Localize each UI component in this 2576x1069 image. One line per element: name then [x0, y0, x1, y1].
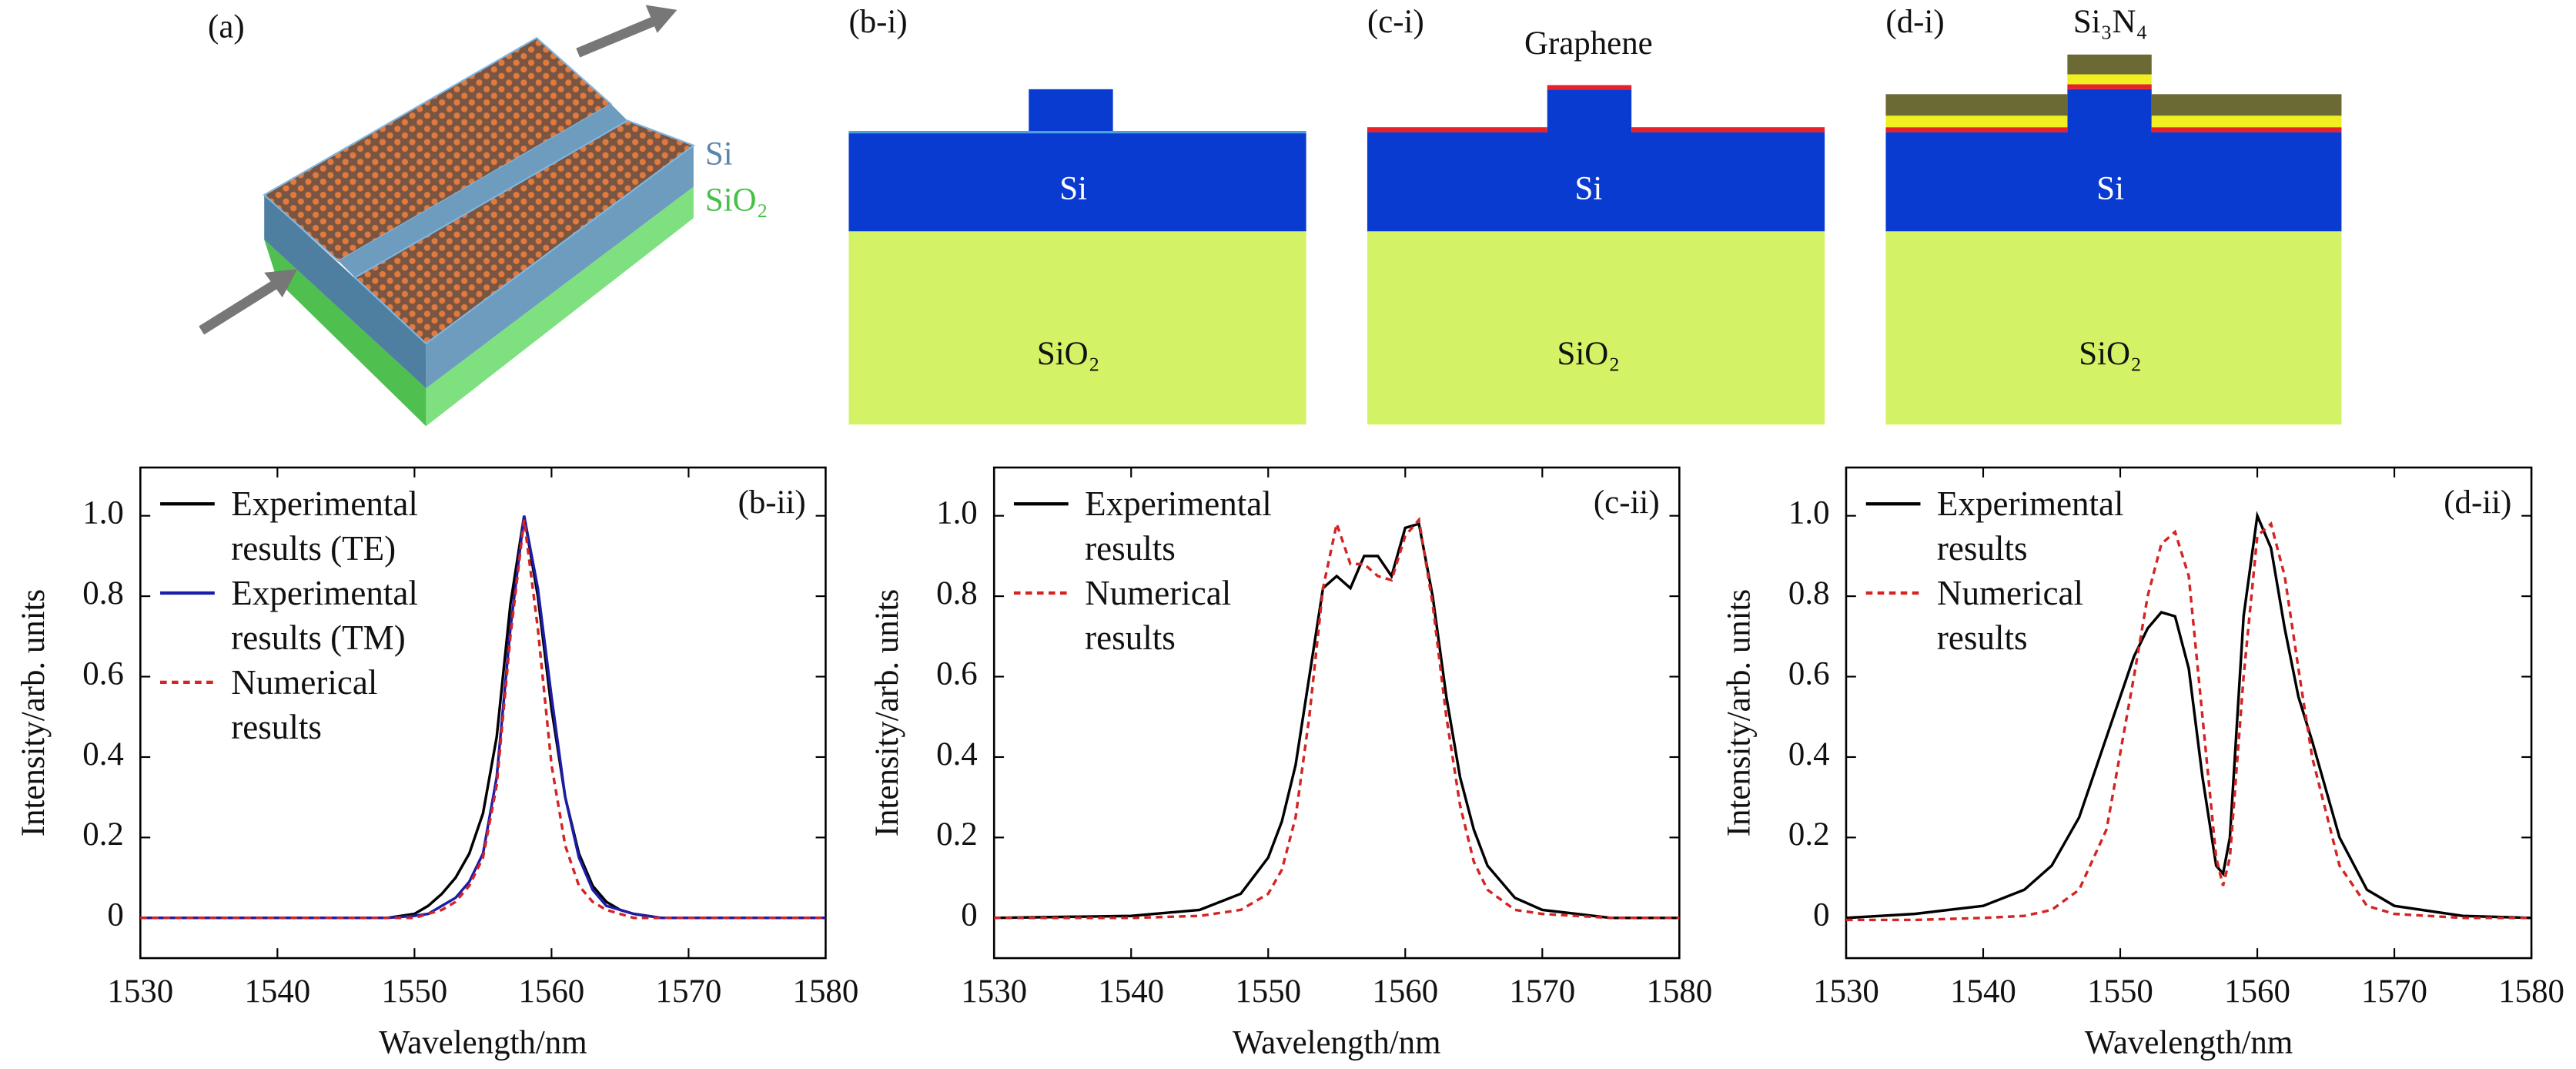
- y-axis-label: Intensity/arb. units: [15, 589, 52, 837]
- x-tick-label: 1540: [1950, 973, 2016, 1010]
- cross-section: [1367, 85, 1825, 425]
- x-tick-label: 1530: [1813, 973, 1879, 1010]
- legend-entry: Experimental results (TM): [231, 573, 418, 658]
- cross-section: [848, 89, 1306, 425]
- x-tick-label: 1540: [1098, 973, 1164, 1010]
- legend-label: Experimental results (TM): [231, 573, 418, 658]
- x-tick-label: 1560: [519, 973, 585, 1010]
- y-tick-label: 0.6: [82, 655, 124, 692]
- panel-label: (b-i): [848, 4, 907, 40]
- legend-entry: Numerical results: [231, 662, 378, 747]
- legend-entry: Numerical results: [1085, 573, 1232, 658]
- x-axis-label: Wavelength/nm: [1233, 1025, 1440, 1061]
- x-axis-label: Wavelength/nm: [2085, 1025, 2293, 1061]
- x-tick-label: 1550: [1235, 973, 1301, 1010]
- panel-label: (c-ii): [1594, 484, 1660, 521]
- legend-entry: Experimental results (TE): [231, 484, 418, 568]
- y-tick-label: 0.4: [82, 736, 124, 772]
- y-tick-label: 0.8: [1788, 575, 1830, 612]
- y-tick-label: 0: [961, 897, 977, 933]
- y-tick-label: 0.2: [82, 816, 124, 853]
- series-line: [994, 521, 1680, 920]
- series-line: [140, 515, 826, 920]
- legend-entry: Numerical results: [1936, 573, 2084, 658]
- legend-entry: Experimental results: [1085, 484, 1272, 568]
- substrate-label: SiO₂: [2079, 336, 2142, 372]
- x-axis-label: Wavelength/nm: [379, 1025, 587, 1061]
- series-line: [1845, 511, 2532, 920]
- x-tick-label: 1570: [656, 973, 722, 1010]
- y-tick-label: 0.4: [1788, 736, 1830, 772]
- legend-label: Numerical results: [1936, 573, 2084, 658]
- x-tick-label: 1560: [2224, 973, 2290, 1010]
- chart: 1530 1540 1550 1560 1570 1580 0 0.2 0.4 0.6 0.8 1.0…: [15, 466, 859, 1061]
- legend-entry: Experimental results: [1936, 484, 2124, 568]
- y-tick-label: 0: [107, 897, 123, 933]
- y-tick-label: 0.8: [936, 575, 978, 612]
- y-tick-label: 0.6: [936, 655, 978, 692]
- panel-label: (d-ii): [2444, 484, 2511, 521]
- series-line: [994, 516, 1680, 920]
- plot-frame: [992, 466, 1681, 960]
- y-tick-label: 0.6: [1788, 655, 1830, 692]
- panel-label: (b-ii): [738, 484, 806, 521]
- substrate-label: SiO₂: [1037, 336, 1100, 372]
- legend-label: Numerical results: [231, 662, 378, 747]
- y-tick-label: 1.0: [936, 495, 978, 531]
- x-tick-label: 1570: [1509, 973, 1575, 1010]
- layer-label: Si: [705, 136, 733, 173]
- waveguide-3d: [199, 5, 696, 427]
- core-label: Si: [1574, 171, 1602, 207]
- legend-label: Experimental results: [1085, 484, 1272, 568]
- legend-label: Experimental results: [1936, 484, 2124, 568]
- chart: 1530 1540 1550 1560 1570 1580 0 0.2 0.4 0.6 0.8 1.0…: [1721, 466, 2564, 1061]
- core-label: Si: [2096, 171, 2124, 207]
- x-tick-label: 1570: [2361, 973, 2427, 1010]
- y-tick-label: 0.4: [936, 736, 978, 772]
- x-tick-label: 1580: [2498, 973, 2564, 1010]
- y-tick-label: 0.2: [936, 816, 978, 853]
- x-tick-label: 1530: [107, 973, 173, 1010]
- series-line: [1845, 521, 2532, 922]
- series-line: [140, 519, 826, 920]
- x-tick-label: 1530: [961, 973, 1027, 1010]
- panel-label: (d-i): [1885, 4, 1944, 40]
- plot-frame: [139, 466, 827, 960]
- legend-label: Numerical results: [1085, 573, 1232, 658]
- legend-label: Experimental results (TE): [231, 484, 418, 568]
- y-tick-label: 1.0: [1788, 495, 1830, 531]
- x-tick-label: 1540: [244, 973, 310, 1010]
- chart: 1530 1540 1550 1560 1570 1580 0 0.2 0.4 0.6 0.8 1.0…: [869, 466, 1712, 1061]
- cross-section: [1885, 54, 2342, 425]
- x-tick-label: 1560: [1372, 973, 1438, 1010]
- y-axis-label: Intensity/arb. units: [1721, 589, 1758, 837]
- layer-label: SiO₂: [705, 183, 768, 219]
- y-axis-label: Intensity/arb. units: [869, 589, 905, 837]
- y-tick-label: 0.2: [1788, 816, 1830, 853]
- panel-label: (c-i): [1367, 4, 1424, 40]
- core-label: Si: [1059, 171, 1087, 207]
- x-tick-label: 1550: [2087, 973, 2153, 1010]
- substrate-label: SiO₂: [1557, 336, 1621, 372]
- top-layer-label: Graphene: [1524, 25, 1653, 62]
- x-tick-label: 1580: [793, 973, 859, 1010]
- y-tick-label: 1.0: [82, 495, 124, 531]
- y-tick-label: 0: [1813, 897, 1829, 933]
- panel-label: (a): [208, 8, 245, 45]
- x-tick-label: 1550: [381, 973, 447, 1010]
- plot-frame: [1845, 466, 2533, 960]
- x-tick-label: 1580: [1646, 973, 1712, 1010]
- y-tick-label: 0.8: [82, 575, 124, 612]
- top-layer-label: Si₃N₄: [2073, 4, 2148, 40]
